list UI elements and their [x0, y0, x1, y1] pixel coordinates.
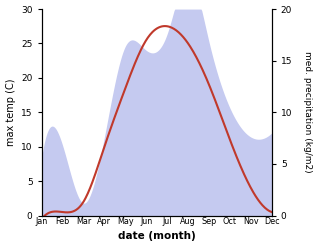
X-axis label: date (month): date (month) [118, 231, 196, 242]
Y-axis label: max temp (C): max temp (C) [5, 79, 16, 146]
Y-axis label: med. precipitation (kg/m2): med. precipitation (kg/m2) [303, 51, 313, 173]
